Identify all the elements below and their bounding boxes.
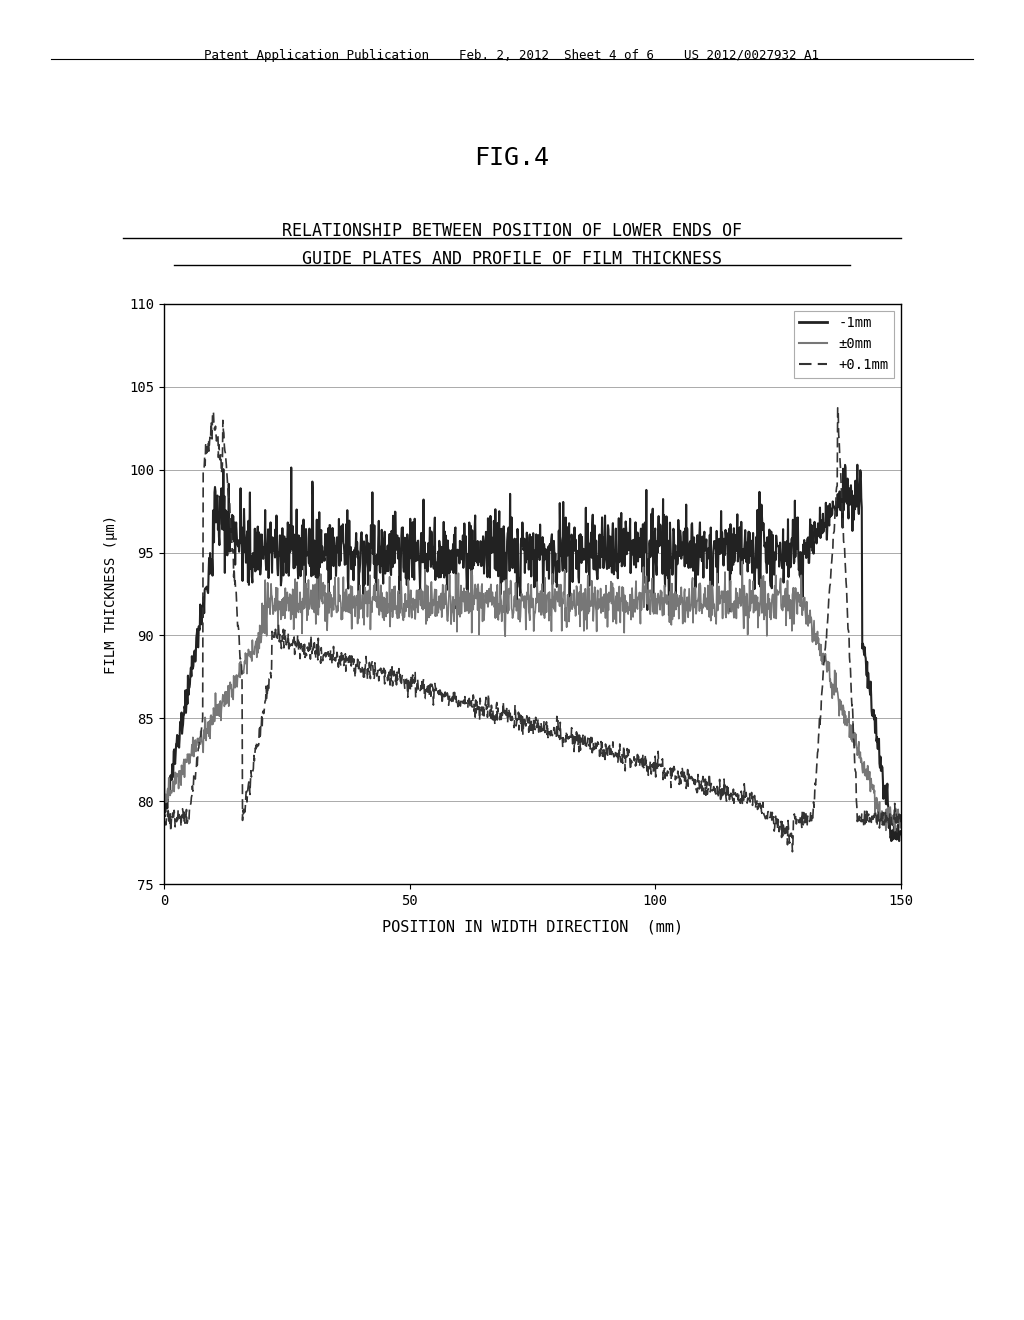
-1mm: [158, 560, 170, 576]
±0mm: [736, 553, 749, 569]
±0mm: [485, 597, 498, 612]
±0mm: [895, 814, 907, 830]
+0.1mm: [470, 693, 482, 709]
-1mm: [895, 826, 907, 842]
+0.1mm: [786, 843, 799, 859]
-1mm: [215, 494, 227, 510]
±0mm: [499, 628, 511, 644]
-1mm: [578, 541, 590, 557]
±0mm: [578, 585, 590, 601]
±0mm: [470, 583, 482, 599]
-1mm: [499, 545, 511, 561]
-1mm: [470, 546, 482, 562]
+0.1mm: [158, 810, 170, 826]
+0.1mm: [485, 701, 498, 717]
±0mm: [215, 713, 227, 729]
+0.1mm: [499, 702, 511, 718]
-1mm: [245, 557, 257, 573]
±0mm: [158, 812, 170, 828]
Y-axis label: FILM THICKNESS (μm): FILM THICKNESS (μm): [103, 515, 118, 673]
Text: Patent Application Publication    Feb. 2, 2012  Sheet 4 of 6    US 2012/0027932 : Patent Application Publication Feb. 2, 2…: [205, 49, 819, 62]
Line: -1mm: -1mm: [164, 465, 901, 841]
Legend: -1mm, ±0mm, +0.1mm: -1mm, ±0mm, +0.1mm: [794, 310, 894, 378]
±0mm: [245, 644, 257, 660]
Text: FIG.4: FIG.4: [474, 147, 550, 170]
Text: RELATIONSHIP BETWEEN POSITION OF LOWER ENDS OF: RELATIONSHIP BETWEEN POSITION OF LOWER E…: [282, 222, 742, 240]
-1mm: [893, 833, 905, 849]
+0.1mm: [831, 400, 844, 416]
-1mm: [851, 457, 863, 473]
+0.1mm: [895, 809, 907, 825]
Line: ±0mm: ±0mm: [164, 561, 901, 830]
±0mm: [889, 822, 901, 838]
+0.1mm: [578, 737, 590, 752]
+0.1mm: [215, 446, 227, 462]
Text: GUIDE PLATES AND PROFILE OF FILM THICKNESS: GUIDE PLATES AND PROFILE OF FILM THICKNE…: [302, 249, 722, 268]
+0.1mm: [245, 763, 257, 779]
Line: +0.1mm: +0.1mm: [164, 408, 901, 851]
X-axis label: POSITION IN WIDTH DIRECTION  (mm): POSITION IN WIDTH DIRECTION (mm): [382, 919, 683, 935]
-1mm: [485, 529, 498, 545]
